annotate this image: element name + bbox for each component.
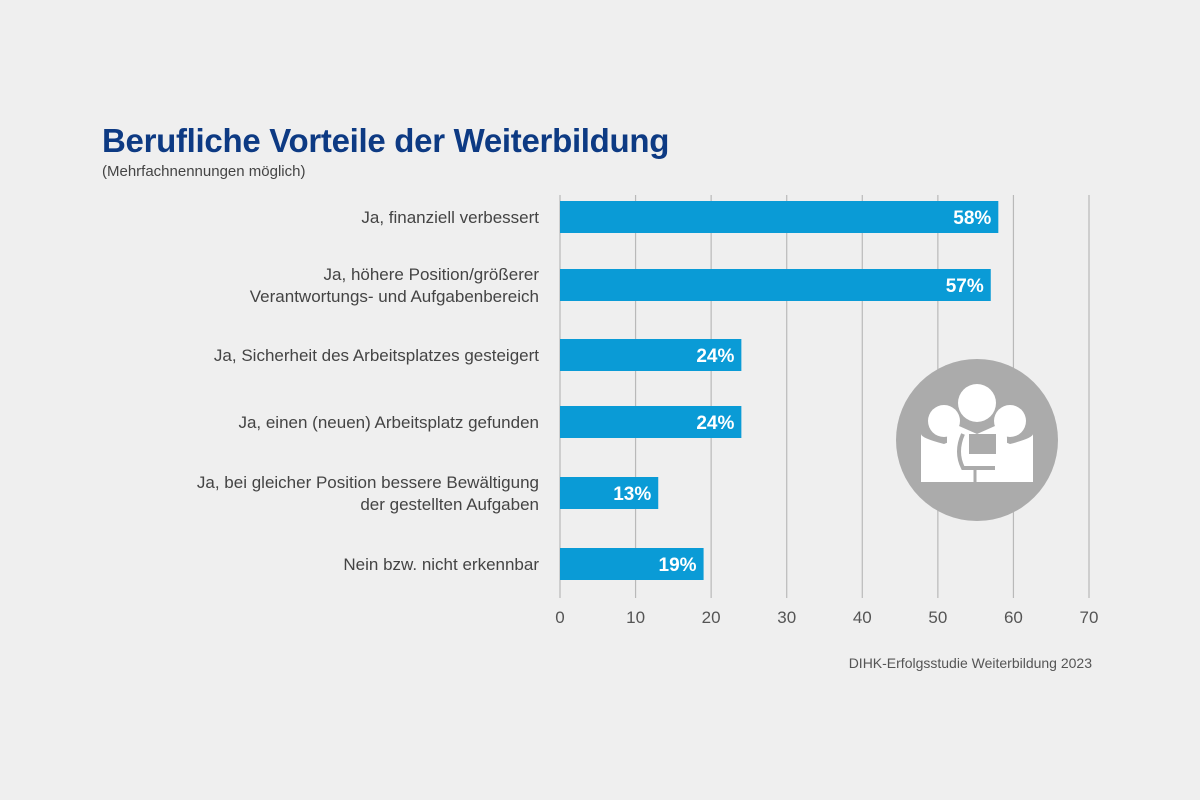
category-label-line: Ja, Sicherheit des Arbeitsplatzes gestei… [214, 346, 539, 365]
category-label-line: Ja, bei gleicher Position bessere Bewält… [197, 473, 539, 492]
bar-value-label: 24% [696, 346, 734, 367]
category-labels: Ja, finanziell verbessert Ja, höhere Posi… [197, 208, 539, 574]
x-tick-label: 10 [626, 608, 645, 627]
category-label: Ja, finanziell verbessert [361, 208, 539, 227]
people-group-icon [896, 359, 1058, 521]
bars: 58% 57% 24% 24% 13% 19% [560, 201, 999, 580]
x-tick-label: 40 [853, 608, 872, 627]
x-axis-ticks: 0 10 20 30 40 50 60 70 [555, 608, 1098, 627]
bar [560, 406, 742, 438]
x-tick-label: 0 [555, 608, 564, 627]
category-label: Ja, Sicherheit des Arbeitsplatzes gestei… [214, 346, 539, 365]
source-note: DIHK-Erfolgsstudie Weiterbildung 2023 [848, 655, 1092, 671]
category-label-line: der gestellten Aufgaben [360, 495, 539, 514]
category-label-line: Ja, höhere Position/größerer [324, 265, 540, 284]
bar-value-label: 24% [696, 413, 734, 434]
chart-subtitle: (Mehrfachnennungen möglich) [102, 163, 306, 180]
x-tick-label: 30 [777, 608, 796, 627]
bar [560, 548, 704, 580]
category-label-line: Verantwortungs- und Aufgabenbereich [250, 287, 539, 306]
category-label-line: Ja, finanziell verbessert [361, 208, 539, 227]
category-label-line: Nein bzw. nicht erkennbar [343, 555, 539, 574]
bar [560, 339, 742, 371]
bar-value-label: 13% [613, 484, 651, 505]
chart-title: Berufliche Vorteile der Weiterbildung [102, 122, 670, 159]
category-label: Nein bzw. nicht erkennbar [343, 555, 539, 574]
category-label: Ja, höhere Position/größerer Verantwortun… [250, 265, 540, 306]
x-tick-label: 60 [1004, 608, 1023, 627]
bar-value-label: 58% [953, 208, 991, 229]
x-tick-label: 20 [702, 608, 721, 627]
category-label: Ja, bei gleicher Position bessere Bewält… [197, 473, 539, 514]
bar [560, 269, 991, 301]
x-tick-label: 70 [1080, 608, 1099, 627]
category-label: Ja, einen (neuen) Arbeitsplatz gefunden [238, 413, 539, 432]
bar [560, 477, 659, 509]
category-label-line: Ja, einen (neuen) Arbeitsplatz gefunden [238, 413, 539, 432]
x-tick-label: 50 [928, 608, 947, 627]
bar-value-label: 57% [946, 276, 984, 297]
bar-value-label: 19% [659, 555, 697, 576]
bar [560, 201, 999, 233]
